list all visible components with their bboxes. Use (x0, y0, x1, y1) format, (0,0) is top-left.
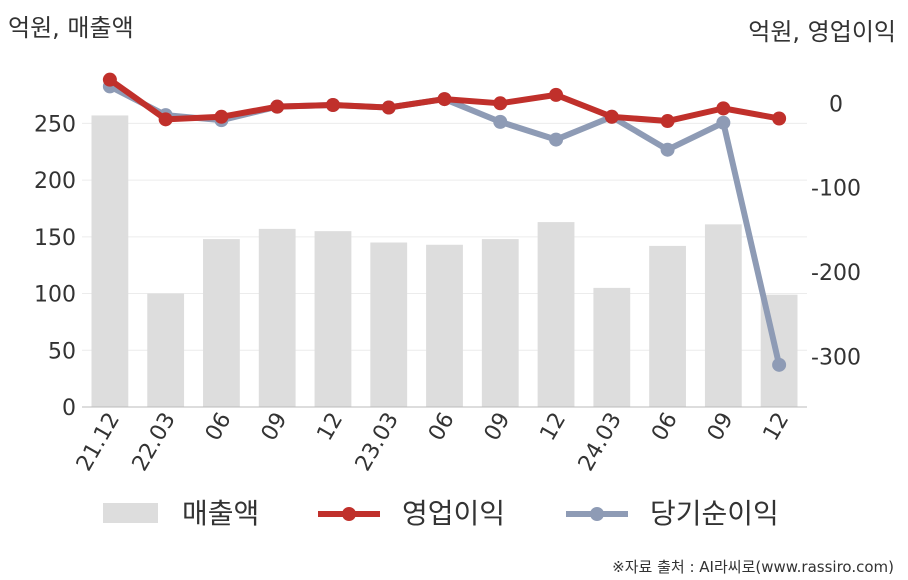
net-income-point (660, 142, 675, 157)
operating-profit-point (772, 111, 787, 126)
legend: 매출액 영업이익 당기순이익 (103, 497, 779, 530)
category-label: 06 (647, 409, 683, 446)
operating-profit-point (381, 100, 396, 115)
category-label: 12 (313, 409, 349, 446)
operating-profit-point (716, 101, 731, 116)
operating-profit-point (604, 109, 619, 124)
category-label: 12 (536, 409, 572, 446)
left-axis-title: 억원, 매출액 (8, 14, 134, 42)
category-labels: 21.12 22.03 06 09 12 23.03 06 09 12 24.03 06 09 12 (72, 409, 794, 476)
revenue-bar (649, 245, 686, 407)
legend-swatch-revenue (103, 503, 158, 523)
net-income-point (716, 115, 731, 130)
category-label: 24.03 (574, 409, 627, 476)
legend-label-revenue: 매출액 (182, 497, 259, 530)
left-tick-label: 100 (34, 283, 76, 308)
right-tick-label: -100 (811, 177, 861, 202)
category-label: 09 (703, 409, 739, 446)
legend-marker-operating-profit (342, 507, 356, 521)
category-label: 21.12 (72, 409, 125, 476)
left-tick-label: 250 (34, 112, 76, 137)
category-label: 06 (201, 409, 237, 446)
grid (82, 122, 807, 351)
legend-label-operating-profit: 영업이익 (402, 497, 505, 530)
operating-profit-point (493, 96, 508, 111)
revenue-bar (593, 287, 631, 407)
category-label: 09 (257, 409, 293, 446)
category-label: 06 (424, 409, 460, 446)
operating-profit-point (214, 109, 229, 124)
left-axis-ticks: 0 50 100 150 200 250 (34, 112, 76, 421)
right-tick-label: -300 (811, 345, 861, 370)
net-income-point (493, 114, 508, 129)
revenue-bar (704, 224, 742, 407)
operating-profit-point (325, 97, 340, 112)
legend-label-net-income: 당기순이익 (650, 497, 779, 530)
left-tick-label: 200 (34, 169, 76, 194)
left-tick-label: 50 (48, 339, 76, 364)
revenue-bar (147, 293, 185, 407)
revenue-bar (203, 239, 240, 407)
net-income-point (549, 132, 564, 147)
legend-marker-net-income (590, 507, 604, 521)
right-axis-title: 억원, 영업이익 (748, 18, 896, 46)
category-label: 23.03 (351, 409, 404, 476)
operating-profit-point (437, 92, 452, 107)
category-label: 22.03 (128, 409, 181, 476)
revenue-bars (91, 115, 798, 407)
right-tick-label: -200 (811, 261, 861, 286)
revenue-bar (426, 244, 463, 407)
left-tick-label: 150 (34, 226, 76, 251)
net-income-point (772, 357, 787, 372)
revenue-bar (370, 242, 408, 407)
right-tick-label: 0 (829, 92, 843, 117)
category-label: 09 (480, 409, 516, 446)
revenue-bar (481, 239, 519, 407)
revenue-bar (258, 228, 296, 407)
left-tick-label: 0 (62, 396, 76, 421)
right-axis-ticks: 0 -100 -200 -300 (811, 92, 861, 370)
operating-profit-point (270, 99, 285, 114)
revenue-bar (537, 222, 575, 407)
revenue-bar (91, 115, 129, 407)
profit-lines (102, 72, 787, 372)
revenue-bar (314, 231, 352, 407)
operating-profit-point (660, 114, 675, 129)
category-label: 12 (759, 409, 795, 446)
operating-profit-point (158, 112, 173, 127)
operating-profit-point (102, 72, 117, 87)
operating-profit-point (549, 87, 564, 102)
source-note: ※자료 출처 : AI라씨로(www.rassiro.com) (612, 558, 894, 576)
